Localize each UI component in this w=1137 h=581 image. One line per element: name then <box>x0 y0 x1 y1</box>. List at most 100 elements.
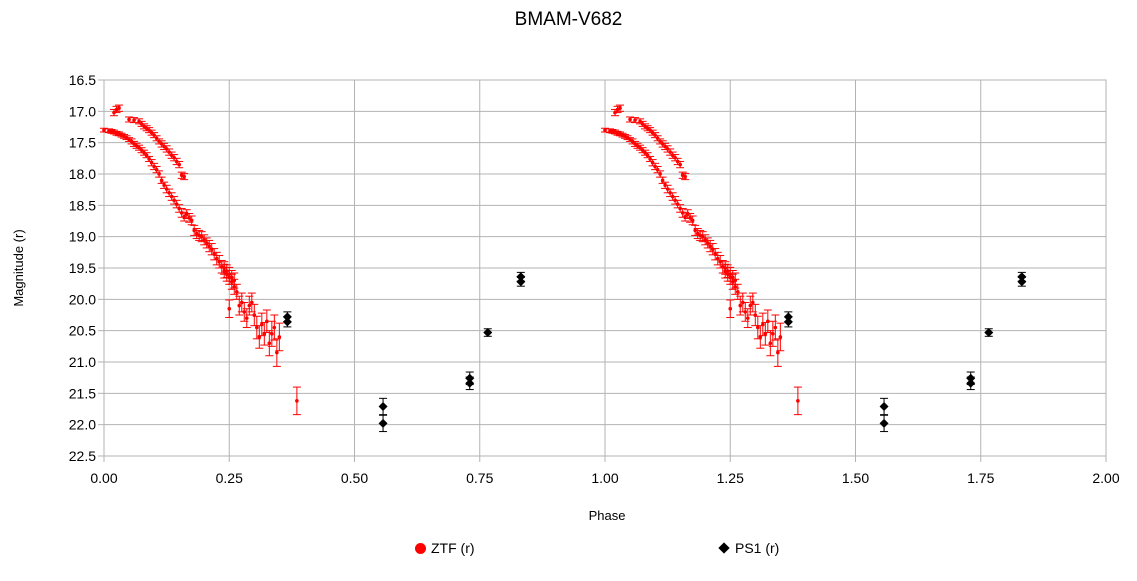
chart-title: BMAM-V682 <box>514 9 623 30</box>
data-point-circle <box>725 269 730 273</box>
data-point-circle <box>272 325 277 330</box>
y-tick-label: 22.5 <box>69 448 96 464</box>
data-point-circle <box>267 341 272 346</box>
data-point-circle <box>207 244 212 248</box>
x-tick-label: 0.75 <box>466 470 493 486</box>
data-point-circle <box>194 231 199 236</box>
data-point-circle <box>227 272 232 277</box>
data-point-diamond <box>516 277 526 287</box>
data-point-diamond <box>966 378 976 388</box>
data-point-circle <box>650 160 655 165</box>
data-point-circle <box>633 118 637 122</box>
x-tick-label: 1.50 <box>842 470 869 486</box>
data-point-diamond <box>783 317 793 327</box>
data-point-circle <box>761 322 765 327</box>
data-point-circle <box>234 290 239 294</box>
data-point-circle <box>768 341 773 346</box>
y-tick-label: 18.0 <box>69 166 96 182</box>
data-point-circle <box>229 275 234 280</box>
data-point-diamond <box>483 328 493 338</box>
data-point-diamond <box>378 418 388 428</box>
data-point-circle <box>745 316 750 320</box>
data-point-circle <box>658 172 662 176</box>
data-point-circle <box>678 162 682 167</box>
data-point-circle <box>184 212 189 216</box>
data-point-circle <box>224 269 229 273</box>
data-point-circle <box>710 247 715 251</box>
diamond-marker-icon <box>718 542 730 554</box>
data-point-circle <box>723 266 728 270</box>
data-point-circle <box>648 157 652 161</box>
x-tick-label: 1.00 <box>591 470 618 486</box>
data-point-diamond <box>378 401 388 411</box>
y-axis-title: Magnitude (r) <box>11 229 26 306</box>
data-point-circle <box>730 275 735 280</box>
data-point-circle <box>683 174 687 179</box>
x-tick-label: 0.25 <box>216 470 243 486</box>
data-point-circle <box>192 228 196 233</box>
y-tick-label: 20.0 <box>69 291 96 307</box>
data-point-circle <box>212 252 217 257</box>
data-point-circle <box>132 118 136 122</box>
data-point-circle <box>152 133 156 137</box>
x-axis-ticks: 0.00 0.25 0.50 0.75 1.00 1.25 1.50 1.75 2.00 <box>90 456 1120 486</box>
y-tick-label: 20.5 <box>69 323 96 339</box>
data-point-circle <box>227 306 232 311</box>
data-point-circle <box>209 247 214 251</box>
data-point-circle <box>738 303 743 308</box>
data-point-circle <box>222 266 227 270</box>
y-tick-label: 17.0 <box>69 103 96 119</box>
data-point-circle <box>177 162 181 167</box>
data-point-circle <box>603 128 607 132</box>
data-point-circle <box>660 178 665 183</box>
data-marks <box>100 104 1027 433</box>
data-point-circle <box>675 202 680 206</box>
y-tick-label: 19.5 <box>69 260 96 276</box>
data-point-circle <box>275 350 279 355</box>
legend-label-ztf: ZTF (r) <box>431 540 475 556</box>
data-point-circle <box>773 325 778 330</box>
data-point-circle <box>683 214 687 219</box>
data-point-circle <box>117 106 121 110</box>
data-point-circle <box>748 303 753 308</box>
data-point-circle <box>685 212 690 216</box>
legend-label-ps1: PS1 (r) <box>735 540 780 556</box>
circle-marker-icon <box>415 542 426 554</box>
legend-item-ps1: PS1 (r) <box>718 540 780 556</box>
data-point-circle <box>653 133 657 137</box>
data-point-circle <box>690 218 695 223</box>
data-point-circle <box>149 160 154 165</box>
data-point-circle <box>247 303 252 308</box>
data-point-circle <box>688 216 692 220</box>
data-point-circle <box>776 350 780 355</box>
data-point-circle <box>796 399 800 403</box>
data-point-circle <box>693 228 697 233</box>
data-point-diamond <box>984 328 994 338</box>
data-point-diamond <box>465 378 475 388</box>
data-point-diamond <box>879 418 889 428</box>
data-point-circle <box>199 234 204 239</box>
data-point-circle <box>237 303 242 308</box>
data-point-circle <box>673 155 677 160</box>
data-point-circle <box>260 322 264 327</box>
data-point-circle <box>265 319 269 324</box>
data-point-circle <box>750 300 755 305</box>
legend-item-ztf: ZTF (r) <box>415 540 475 556</box>
data-point-circle <box>214 256 219 261</box>
data-point-circle <box>179 211 184 215</box>
data-point-circle <box>778 335 783 339</box>
data-point-circle <box>695 231 700 236</box>
y-tick-label: 19.0 <box>69 229 96 245</box>
data-point-diamond <box>879 401 889 411</box>
series-ps1 <box>282 271 1027 433</box>
x-tick-label: 2.00 <box>1092 470 1119 486</box>
y-tick-label: 21.0 <box>69 354 96 370</box>
y-tick-label: 22.0 <box>69 417 96 433</box>
data-point-circle <box>159 178 164 183</box>
data-point-circle <box>270 332 274 336</box>
data-point-circle <box>147 157 151 161</box>
data-point-diamond <box>1017 272 1027 282</box>
data-point-circle <box>680 211 685 215</box>
data-point-circle <box>715 256 720 261</box>
y-tick-label: 21.5 <box>69 385 96 401</box>
